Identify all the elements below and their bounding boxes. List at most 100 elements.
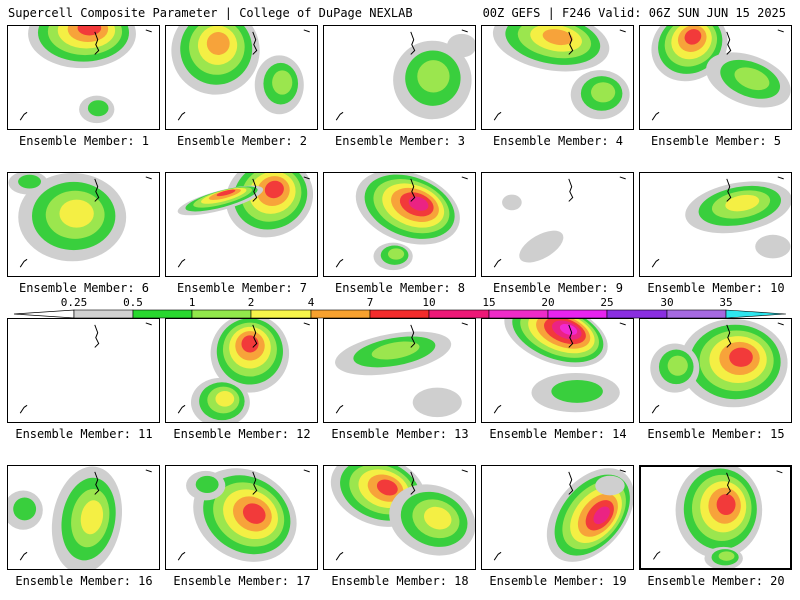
scale-tick-label: 0.5 [123,296,143,309]
coastline [252,324,258,348]
scp-field-map [335,322,468,418]
scp-contour-l3 [590,82,616,103]
scp-contour-l3 [371,341,420,360]
scale-tick-label: 30 [660,296,674,309]
coastline [568,324,574,348]
coastline [461,322,468,326]
coastline [493,258,502,268]
ensemble-member-11-map[interactable] [7,318,160,423]
scp-field-map [493,176,626,268]
ensemble-member-12-map[interactable] [165,318,318,423]
coastline [777,176,784,180]
scale-tick-label: 4 [307,296,315,309]
coastline [145,322,152,326]
scp-field-map [19,322,152,414]
scale-tick-label: 10 [422,296,436,309]
ensemble-member-label: Ensemble Member: 16 [15,574,153,588]
ensemble-member-5-map[interactable] [639,25,792,130]
coastline [410,471,416,495]
ensemble-member-18-map[interactable] [323,465,476,570]
coastline [303,322,310,326]
coastline [493,111,502,121]
ensemble-member-label: Ensemble Member: 2 [176,134,308,148]
coastline [461,29,468,33]
scale-tick-label: 25 [600,296,614,309]
coastline [303,176,310,180]
ensemble-member-13-map[interactable] [323,318,476,423]
scale-swatch [310,309,371,319]
ensemble-member-label: Ensemble Member: 7 [176,281,308,295]
ensemble-member-label: Ensemble Member: 1 [18,134,150,148]
coastline [94,324,100,348]
scp-field-map [335,173,468,271]
coastline [410,178,416,202]
scp-field-map [8,466,152,569]
page-title: Supercell Composite Parameter | College … [8,6,413,20]
scp-contour-l4 [80,500,104,535]
coastline [19,111,28,121]
scp-contour-l1 [755,234,791,259]
scale-swatch [725,309,787,319]
coastline [303,29,310,33]
ensemble-member-17-map[interactable] [165,465,318,570]
coastline [303,469,310,473]
scp-contour-l6 [242,503,266,524]
ensemble-member-9-map[interactable] [481,172,634,277]
ensemble-member-14-map[interactable] [481,318,634,423]
ensemble-member-20-map[interactable] [639,465,792,570]
scp-contour-l1 [412,387,462,418]
ensemble-member-7-map[interactable] [165,172,318,277]
scp-contour-l5 [542,29,573,46]
scp-contour-l2 [195,475,219,494]
coastline [493,551,502,561]
ensemble-member-label: Ensemble Member: 19 [489,574,627,588]
ensemble-member-16-map[interactable] [7,465,160,570]
coastline [461,469,468,473]
coastline [653,551,661,560]
scp-contour-l2 [13,497,37,521]
ensemble-member-6-map[interactable] [7,172,160,277]
ensemble-member-10-map[interactable] [639,172,792,277]
scp-contour-l6 [264,180,284,199]
coastline [568,31,574,55]
scp-field-map [335,29,475,121]
coastline [94,178,100,202]
coastline [19,258,28,268]
ensemble-member-label: Ensemble Member: 15 [647,427,785,441]
ensemble-member-8-map[interactable] [323,172,476,277]
coastline [568,178,574,202]
coastline [619,469,626,473]
coastline [410,324,416,348]
scp-contour-l6 [684,29,702,45]
coastline [177,551,186,561]
coastline [619,29,626,33]
scp-contour-l1 [447,33,475,58]
ensemble-member-19-map[interactable] [481,465,634,570]
coastline [568,471,574,495]
scale-swatch [369,309,430,319]
scp-field-map [492,26,630,121]
ensemble-member-1-map[interactable] [7,25,160,130]
coastline [726,324,732,348]
color-scale-bar [13,309,787,319]
coastline [335,551,344,561]
ensemble-member-label: Ensemble Member: 3 [334,134,466,148]
scp-contour-l6 [216,189,236,197]
coastline [94,471,100,495]
ensemble-member-4-map[interactable] [481,25,634,130]
coastline [726,178,732,202]
ensemble-member-3-map[interactable] [323,25,476,130]
coastline [493,404,502,414]
scp-contour-l2 [18,174,41,189]
scp-field-map [650,319,788,414]
coastline [177,258,186,268]
scp-contour-l6 [716,493,736,516]
coastline [252,471,258,495]
scp-field-map [171,26,310,121]
ensemble-member-label: Ensemble Member: 6 [18,281,150,295]
ensemble-member-15-map[interactable] [639,318,792,423]
coastline [177,111,186,121]
ensemble-member-label: Ensemble Member: 5 [650,134,782,148]
scp-contour-l6 [729,347,753,367]
ensemble-member-2-map[interactable] [165,25,318,130]
